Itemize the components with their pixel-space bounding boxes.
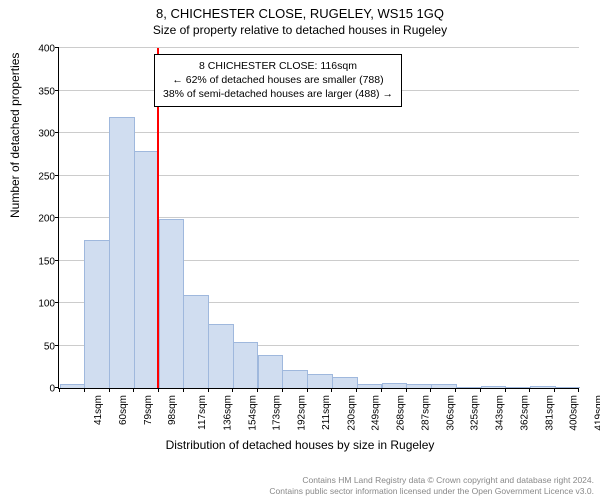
x-tick-label: 173sqm bbox=[272, 395, 283, 431]
footer-line: Contains public sector information licen… bbox=[269, 486, 594, 497]
x-tick-label: 419sqm bbox=[594, 395, 600, 431]
x-tick-label: 362sqm bbox=[520, 395, 531, 431]
x-tick-label: 287sqm bbox=[420, 395, 431, 431]
y-tick-label: 0 bbox=[25, 384, 55, 395]
histogram-bar bbox=[332, 377, 358, 388]
y-tick-label: 300 bbox=[25, 129, 55, 140]
histogram-bar bbox=[431, 384, 457, 388]
x-tick-mark bbox=[430, 388, 431, 392]
x-tick-mark bbox=[84, 388, 85, 392]
histogram-bar bbox=[60, 384, 86, 388]
x-tick-mark bbox=[554, 388, 555, 392]
y-tick-label: 400 bbox=[25, 44, 55, 55]
x-tick-label: 400sqm bbox=[569, 395, 580, 431]
x-tick-label: 268sqm bbox=[396, 395, 407, 431]
y-tick-label: 150 bbox=[25, 256, 55, 267]
chart-title: 8, CHICHESTER CLOSE, RUGELEY, WS15 1GQ bbox=[0, 0, 600, 21]
footer-attribution: Contains HM Land Registry data © Crown c… bbox=[269, 475, 594, 497]
x-tick-mark bbox=[208, 388, 209, 392]
x-tick-label: 60sqm bbox=[118, 395, 129, 425]
gridline bbox=[59, 132, 579, 133]
x-tick-mark bbox=[183, 388, 184, 392]
histogram-bar bbox=[208, 324, 234, 388]
x-tick-label: 41sqm bbox=[93, 395, 104, 425]
x-tick-label: 117sqm bbox=[197, 395, 208, 430]
x-tick-mark bbox=[529, 388, 530, 392]
x-tick-label: 230sqm bbox=[346, 395, 357, 431]
histogram-bar bbox=[555, 387, 581, 388]
y-tick-label: 350 bbox=[25, 86, 55, 97]
x-tick-label: 325sqm bbox=[470, 395, 481, 431]
histogram-bar bbox=[481, 386, 507, 388]
x-tick-label: 249sqm bbox=[371, 395, 382, 431]
x-tick-label: 98sqm bbox=[167, 395, 178, 425]
x-tick-mark bbox=[158, 388, 159, 392]
histogram-bar bbox=[505, 387, 531, 388]
annotation-box: 8 CHICHESTER CLOSE: 116sqm ← 62% of deta… bbox=[154, 54, 402, 107]
y-axis-label: Number of detached properties bbox=[8, 53, 22, 218]
y-tick-mark bbox=[55, 260, 59, 261]
y-tick-mark bbox=[55, 47, 59, 48]
annotation-line: 38% of semi-detached houses are larger (… bbox=[163, 87, 393, 101]
x-tick-label: 211sqm bbox=[321, 395, 332, 430]
x-tick-label: 306sqm bbox=[445, 395, 456, 431]
histogram-bar bbox=[134, 151, 160, 388]
x-tick-mark bbox=[307, 388, 308, 392]
x-tick-label: 136sqm bbox=[222, 395, 233, 431]
histogram-bar bbox=[282, 370, 308, 388]
chart-subtitle: Size of property relative to detached ho… bbox=[0, 21, 600, 37]
y-tick-label: 100 bbox=[25, 299, 55, 310]
histogram-bar bbox=[456, 387, 482, 388]
x-tick-mark bbox=[331, 388, 332, 392]
histogram-bar bbox=[183, 295, 209, 388]
y-tick-label: 50 bbox=[25, 341, 55, 352]
histogram-bar bbox=[406, 384, 432, 388]
histogram-bar bbox=[258, 355, 284, 388]
histogram-bar bbox=[233, 342, 259, 388]
x-tick-label: 343sqm bbox=[495, 395, 506, 431]
y-tick-mark bbox=[55, 217, 59, 218]
y-tick-label: 250 bbox=[25, 171, 55, 182]
x-tick-mark bbox=[406, 388, 407, 392]
chart-area: 05010015020025030035040041sqm60sqm79sqm9… bbox=[58, 48, 578, 388]
y-tick-mark bbox=[55, 302, 59, 303]
histogram-bar bbox=[382, 383, 408, 388]
x-tick-mark bbox=[257, 388, 258, 392]
x-tick-mark bbox=[109, 388, 110, 392]
histogram-bar bbox=[307, 374, 333, 388]
gridline bbox=[59, 47, 579, 48]
y-tick-label: 200 bbox=[25, 214, 55, 225]
histogram-bar bbox=[530, 386, 556, 388]
histogram-bar bbox=[357, 384, 383, 388]
x-tick-mark bbox=[232, 388, 233, 392]
histogram-bar bbox=[109, 117, 135, 388]
y-tick-mark bbox=[55, 90, 59, 91]
x-tick-label: 79sqm bbox=[143, 395, 154, 425]
x-tick-mark bbox=[455, 388, 456, 392]
x-tick-label: 192sqm bbox=[297, 395, 308, 431]
x-tick-mark bbox=[505, 388, 506, 392]
x-tick-mark bbox=[578, 388, 579, 392]
y-tick-mark bbox=[55, 175, 59, 176]
annotation-line: 8 CHICHESTER CLOSE: 116sqm bbox=[163, 59, 393, 73]
histogram-bar bbox=[159, 219, 185, 388]
x-tick-mark bbox=[356, 388, 357, 392]
x-tick-mark bbox=[282, 388, 283, 392]
x-tick-mark bbox=[480, 388, 481, 392]
footer-line: Contains HM Land Registry data © Crown c… bbox=[269, 475, 594, 486]
x-tick-label: 154sqm bbox=[247, 395, 258, 431]
x-tick-mark bbox=[381, 388, 382, 392]
y-tick-mark bbox=[55, 345, 59, 346]
x-tick-mark bbox=[59, 388, 60, 392]
y-tick-mark bbox=[55, 132, 59, 133]
x-tick-label: 381sqm bbox=[544, 395, 555, 431]
x-tick-mark bbox=[133, 388, 134, 392]
annotation-line: ← 62% of detached houses are smaller (78… bbox=[163, 73, 393, 87]
histogram-bar bbox=[84, 240, 110, 388]
x-axis-label: Distribution of detached houses by size … bbox=[0, 438, 600, 452]
